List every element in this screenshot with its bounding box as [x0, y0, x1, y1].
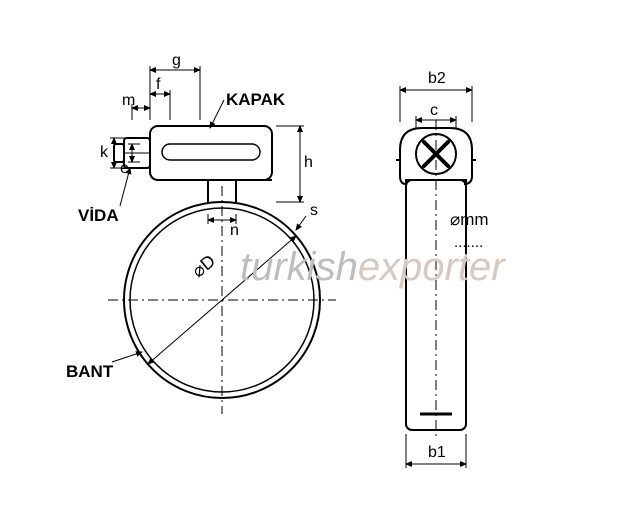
dim-k: k [100, 144, 108, 162]
diagram-svg [0, 0, 640, 520]
front-view [108, 66, 336, 414]
dim-e: e [120, 160, 129, 178]
side-view [396, 86, 476, 468]
label-kapak: KAPAK [226, 90, 285, 110]
diagram-container: turkishexporter KAPAK VİDA BANT g f m k … [0, 0, 640, 520]
dim-g: g [172, 52, 181, 70]
dim-s: s [310, 202, 318, 220]
dim-f: f [156, 76, 160, 94]
dim-dots: ....... [454, 234, 483, 251]
dim-omm: ⌀mm [450, 210, 489, 230]
label-bant: BANT [66, 362, 113, 382]
dim-c: c [430, 102, 438, 120]
dim-n: n [230, 222, 239, 240]
dim-b2: b2 [428, 70, 446, 88]
dim-h: h [304, 154, 313, 172]
label-vida: VİDA [78, 206, 119, 226]
dim-m: m [122, 92, 135, 110]
dim-b1: b1 [428, 444, 446, 462]
